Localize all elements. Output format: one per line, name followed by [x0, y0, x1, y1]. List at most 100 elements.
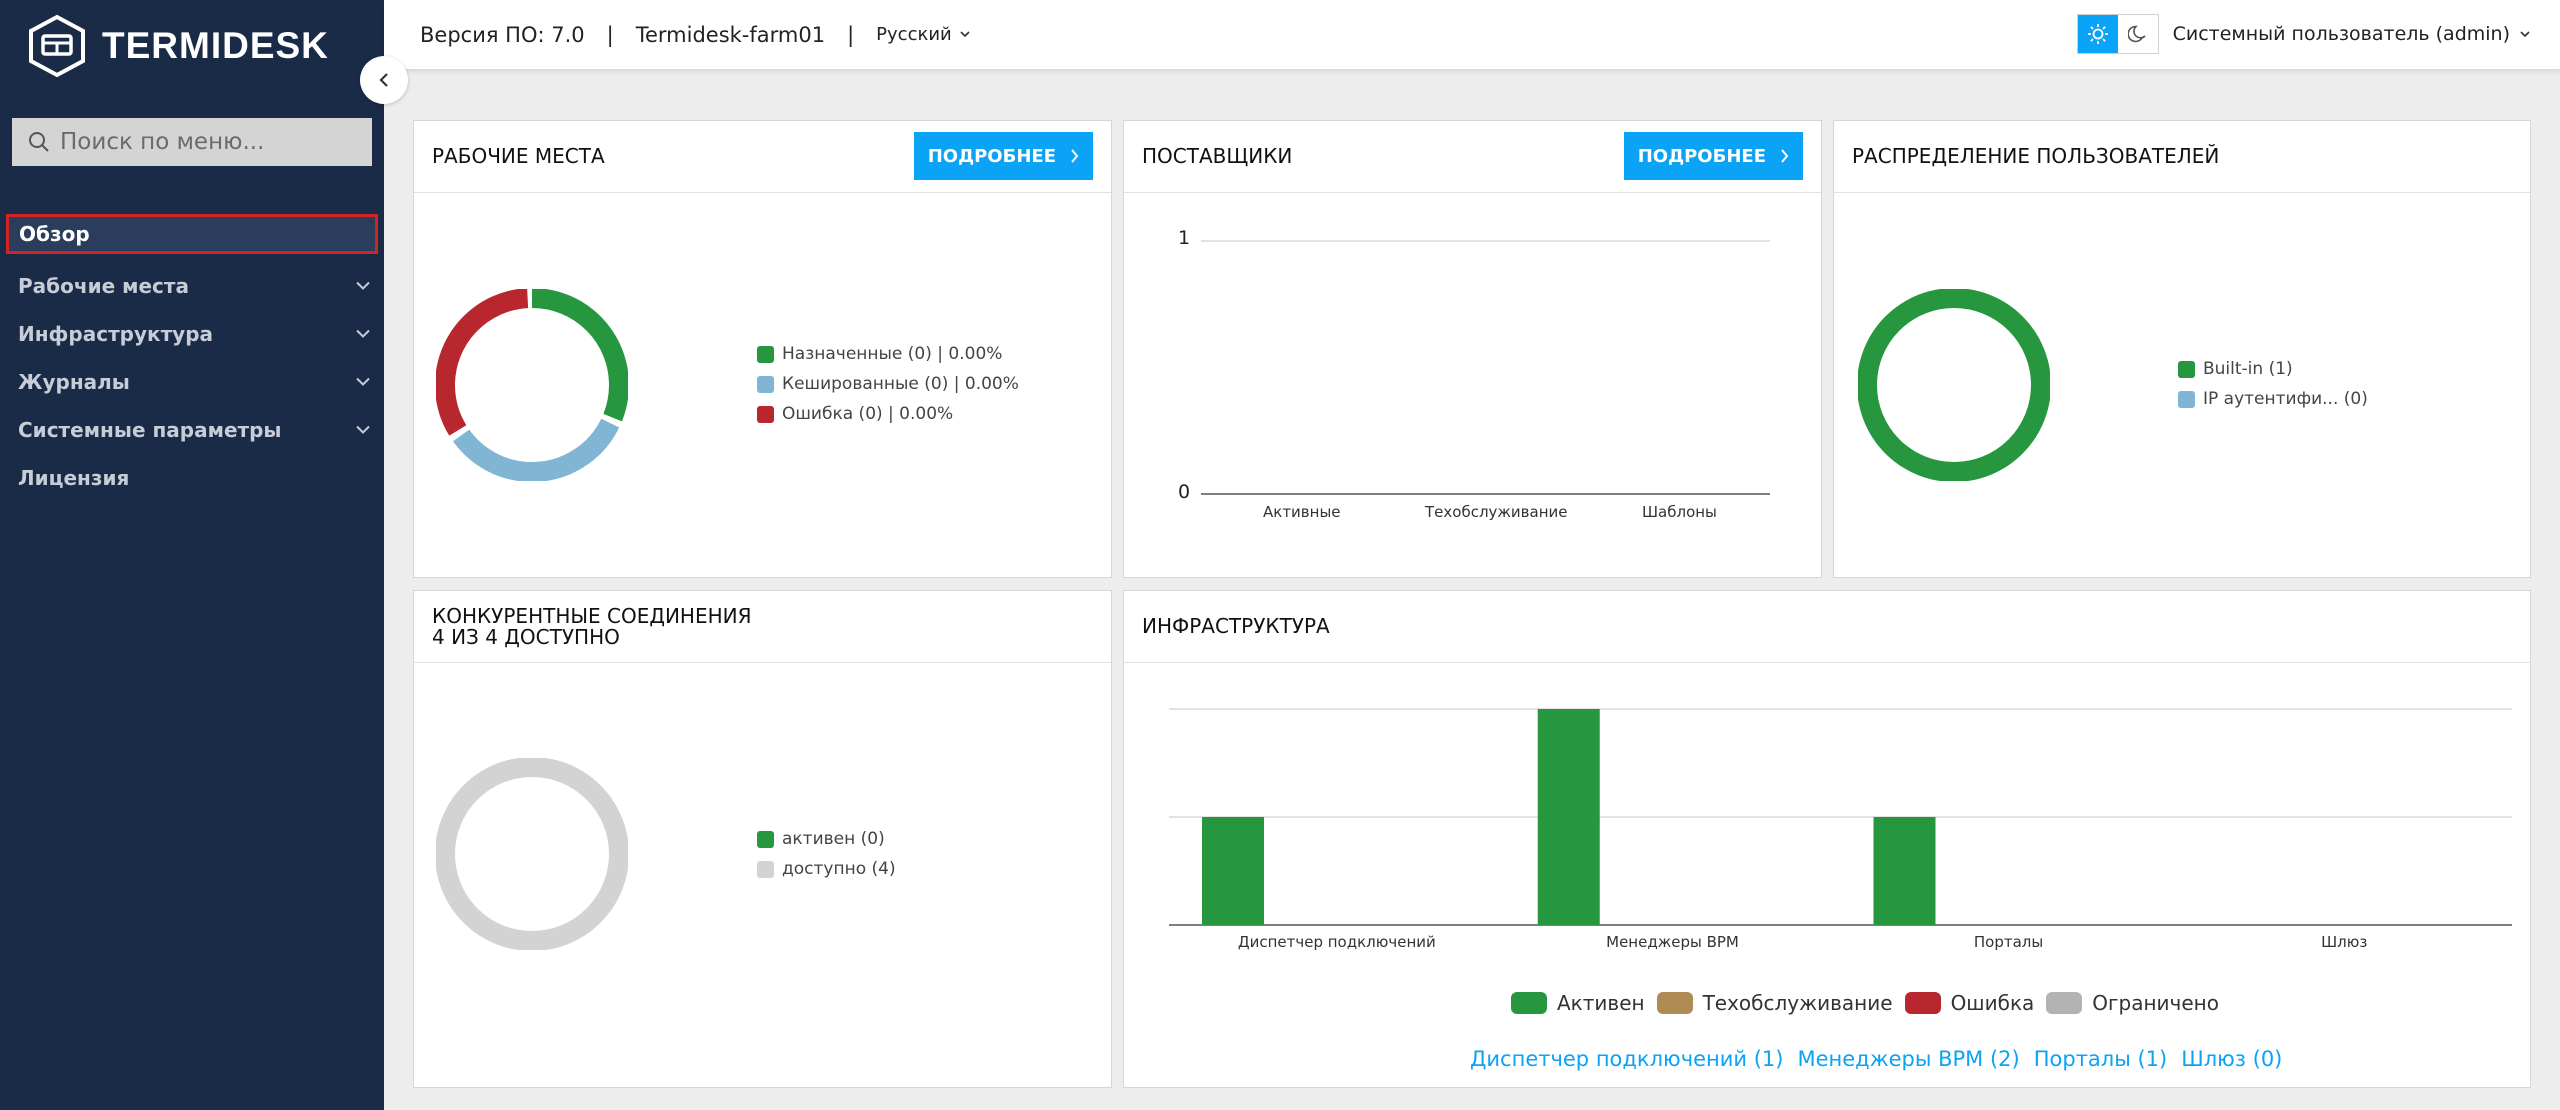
donut-segment-assigned[interactable]: [436, 289, 628, 481]
legend-item[interactable]: IP аутентифи... (0): [2178, 384, 2368, 414]
donut-segment-error[interactable]: [436, 289, 628, 481]
users-distribution-panel: РАСПРЕДЕЛЕНИЕ ПОЛЬЗОВАТЕЛЕЙ Built-in (1)…: [1833, 120, 2531, 578]
panel-title: РАБОЧИЕ МЕСТА: [432, 144, 605, 168]
x-tick-label: Шлюз: [2321, 933, 2368, 951]
sidebar-item-label: Инфраструктура: [18, 322, 214, 346]
legend-label: IP аутентифи... (0): [2203, 389, 2368, 409]
sidebar-menu: Обзор Рабочие места Инфраструктура Журна…: [0, 212, 384, 502]
link-gateway[interactable]: Шлюз (0): [2181, 1047, 2283, 1071]
legend-item[interactable]: активен (0): [757, 824, 896, 854]
separator: |: [847, 22, 855, 47]
legend-swatch: [757, 405, 774, 423]
workplaces-more-button[interactable]: ПОДРОБНЕЕ: [913, 132, 1093, 180]
sidebar-item-label: Лицензия: [18, 466, 130, 490]
donut-segment-cached[interactable]: [436, 289, 628, 481]
brand-name: TERMIDESK: [102, 25, 329, 66]
workplaces-donut: [436, 289, 628, 481]
button-label: ПОДРОБНЕЕ: [927, 145, 1056, 167]
providers-chart-grid: [1201, 240, 1770, 495]
legend-item[interactable]: Активен: [1511, 991, 1645, 1015]
sidebar-item-workplaces[interactable]: Рабочие места: [0, 262, 384, 310]
legend-label: Ошибка (0) | 0.00%: [782, 404, 954, 424]
sidebar-item-overview[interactable]: Обзор: [6, 214, 378, 254]
legend-label: Активен: [1557, 991, 1645, 1015]
connections-legend: активен (0) доступно (4): [757, 824, 896, 884]
legend-item[interactable]: Назначенные (0) | 0.00%: [757, 339, 1019, 369]
workplaces-legend: Назначенные (0) | 0.00% Кешированные (0)…: [757, 339, 1019, 429]
legend-label: Кешированные (0) | 0.00%: [782, 374, 1019, 394]
legend-item[interactable]: Ограничено: [2046, 991, 2219, 1015]
panel-subtitle: 4 ИЗ 4 ДОСТУПНО: [432, 624, 620, 649]
chevron-right-icon: [1781, 149, 1789, 163]
donut-segment-available[interactable]: [436, 758, 628, 950]
menu-search-input[interactable]: [60, 129, 360, 155]
legend-item[interactable]: Техобслуживание: [1656, 991, 1893, 1015]
light-theme-button[interactable]: [2077, 15, 2118, 53]
y-tick-label: 0: [1178, 481, 1191, 503]
panel-title: ПОСТАВЩИКИ: [1142, 144, 1293, 168]
chevron-down-icon: [960, 31, 970, 38]
link-portals[interactable]: Порталы (1): [2033, 1047, 2168, 1071]
sidebar-item-license[interactable]: Лицензия: [0, 454, 384, 502]
bar-active[interactable]: [1537, 709, 1600, 925]
sidebar-item-label: Журналы: [18, 370, 130, 394]
users-donut: [1858, 289, 2050, 481]
sidebar-item-system-settings[interactable]: Системные параметры: [0, 406, 384, 454]
moon-icon: [2127, 25, 2146, 43]
legend-swatch: [757, 375, 774, 393]
legend-label: Ограничено: [2092, 991, 2219, 1015]
workplaces-panel: РАБОЧИЕ МЕСТА ПОДРОБНЕЕ Назначенные (0) …: [413, 120, 1112, 578]
y-tick-label: 1: [1178, 227, 1191, 249]
separator: |: [606, 22, 614, 47]
providers-panel: ПОСТАВЩИКИ ПОДРОБНЕЕ 1 0 Активные Техобс…: [1123, 120, 1822, 578]
panel-title: РАСПРЕДЕЛЕНИЕ ПОЛЬЗОВАТЕЛЕЙ: [1852, 144, 2220, 168]
legend-label: Назначенные (0) | 0.00%: [782, 344, 1003, 364]
farm-name: Termidesk-farm01: [635, 22, 826, 47]
legend-label: Ошибка: [1950, 991, 2035, 1015]
chevron-right-icon: [1071, 149, 1079, 163]
topbar: Версия ПО: 7.0 | Termidesk-farm01 | Русс…: [384, 0, 2560, 70]
termidesk-logo-icon: [29, 14, 85, 78]
users-legend: Built-in (1) IP аутентифи... (0): [2178, 354, 2368, 414]
language-label: Русский: [876, 24, 952, 45]
bar-active[interactable]: [1202, 817, 1264, 925]
legend-item[interactable]: Built-in (1): [2178, 354, 2368, 384]
bar-active[interactable]: [1873, 817, 1936, 925]
legend-item[interactable]: Ошибка (0) | 0.00%: [757, 399, 1019, 429]
legend-label: доступно (4): [782, 859, 896, 879]
chevron-down-icon: [356, 377, 370, 386]
chevron-down-icon: [356, 425, 370, 434]
menu-search[interactable]: [12, 118, 372, 166]
link-vdi-managers[interactable]: Менеджеры ВРМ (2): [1797, 1047, 2020, 1071]
infrastructure-chart: [1169, 708, 2512, 926]
sidebar-collapse-button[interactable]: [360, 56, 408, 104]
logo[interactable]: TERMIDESK: [28, 14, 329, 78]
legend-swatch: [757, 860, 774, 878]
x-tick-label: Порталы: [1973, 933, 2044, 951]
x-tick-label: Диспетчер подключений: [1237, 933, 1436, 951]
sidebar-item-infrastructure[interactable]: Инфраструктура: [0, 310, 384, 358]
sidebar: TERMIDESK Обзор Рабочие места Инфраструк…: [0, 0, 384, 1110]
language-select[interactable]: Русский: [876, 24, 970, 45]
software-version: Версия ПО: 7.0: [420, 22, 585, 47]
donut-segment-built-in[interactable]: [1858, 289, 2050, 481]
user-menu[interactable]: Системный пользователь (admin): [2173, 23, 2530, 45]
sidebar-item-label: Системные параметры: [18, 418, 282, 442]
x-tick-label: Шаблоны: [1642, 503, 1717, 521]
infrastructure-legend: Активен Техобслуживание Ошибка Ограничен…: [1511, 991, 2231, 1015]
legend-item[interactable]: Ошибка: [1904, 991, 2035, 1015]
legend-item[interactable]: Кешированные (0) | 0.00%: [757, 369, 1019, 399]
connections-donut: [436, 758, 628, 950]
sidebar-item-label: Обзор: [19, 222, 90, 246]
legend-swatch: [1656, 992, 1693, 1014]
x-tick-label: Менеджеры ВРМ: [1606, 933, 1739, 951]
dark-theme-button[interactable]: [2118, 15, 2158, 53]
infrastructure-links: Диспетчер подключений (1) Менеджеры ВРМ …: [1470, 1047, 2296, 1071]
panel-title: КОНКУРЕНТНЫЕ СОЕДИНЕНИЯ: [432, 603, 752, 628]
legend-item[interactable]: доступно (4): [757, 854, 896, 884]
legend-label: Техобслуживание: [1702, 991, 1893, 1015]
sidebar-item-journals[interactable]: Журналы: [0, 358, 384, 406]
legend-label: Built-in (1): [2203, 359, 2293, 379]
providers-more-button[interactable]: ПОДРОБНЕЕ: [1623, 132, 1803, 180]
link-dispatcher[interactable]: Диспетчер подключений (1): [1470, 1047, 1784, 1071]
